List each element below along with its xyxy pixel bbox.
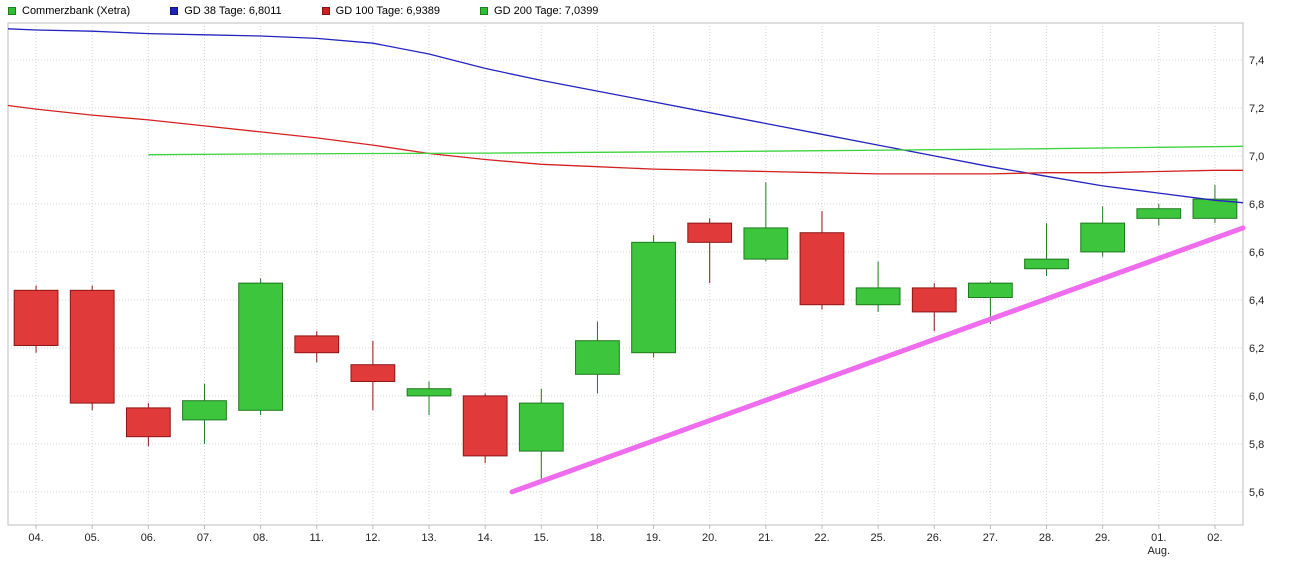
candle-down	[462, 395, 508, 457]
y-axis-label: 5,6	[1249, 487, 1264, 499]
x-axis-label: 14.	[478, 532, 493, 544]
x-axis-label: 04.	[28, 532, 43, 544]
y-axis-label: 7,4	[1249, 55, 1264, 67]
candle-up	[518, 402, 564, 452]
x-axis-label: 22.	[814, 532, 829, 544]
gd-38-tage-line	[7, 28, 1244, 204]
candle-up	[743, 227, 789, 260]
x-axis-month-label: Aug.	[1147, 545, 1170, 557]
x-axis-label: 25.	[870, 532, 885, 544]
candle-up	[1024, 258, 1069, 270]
x-axis-label: 15.	[534, 532, 549, 544]
x-axis-label: 27.	[983, 532, 998, 544]
gd100-series-swatch-icon	[321, 7, 330, 15]
x-axis-label: 02.	[1207, 532, 1222, 544]
x-axis-label: 06.	[141, 532, 156, 544]
y-axis-label: 6,8	[1249, 199, 1264, 211]
y-axis-label: 6,6	[1249, 247, 1264, 259]
price-series-swatch-icon	[8, 7, 16, 15]
x-axis-label: 12.	[365, 532, 380, 544]
x-axis-label: 19.	[646, 532, 661, 544]
candle-down	[687, 222, 733, 243]
x-axis-label: 29.	[1095, 532, 1110, 544]
x-axis-label: 18.	[590, 532, 605, 544]
trend-line	[509, 225, 1246, 495]
y-axis-label: 6,2	[1249, 343, 1264, 355]
y-axis-label: 7,0	[1249, 151, 1264, 163]
legend-item-price: Commerzbank (Xetra)	[8, 5, 130, 17]
candle-up	[575, 340, 620, 375]
legend-item-gd38: GD 38 Tage: 6,8011	[170, 5, 282, 17]
candle-up	[406, 388, 452, 397]
y-axis-label: 7,2	[1249, 103, 1264, 115]
candle-up	[238, 282, 284, 411]
x-axis-label: 13.	[421, 532, 436, 544]
candle-up	[855, 287, 901, 306]
candle-down	[125, 407, 171, 438]
candle-up	[631, 241, 676, 354]
chart-legend: Commerzbank (Xetra) GD 38 Tage: 6,8011 G…	[8, 5, 638, 17]
x-axis-label: 26.	[927, 532, 942, 544]
legend-item-gd200: GD 200 Tage: 7,0399	[480, 5, 598, 17]
x-axis-label: 21.	[758, 532, 773, 544]
y-axis-label: 5,8	[1249, 439, 1264, 451]
candle-up	[182, 400, 227, 421]
x-axis-label: 01.	[1151, 532, 1166, 544]
candle-up	[1136, 208, 1182, 219]
legend-label-price: Commerzbank (Xetra)	[22, 5, 131, 17]
candle-down	[294, 335, 340, 354]
x-axis-label: 11.	[310, 532, 324, 544]
y-axis-label: 6,4	[1249, 295, 1264, 307]
legend-label-gd100: GD 100 Tage: 6,9389	[335, 5, 441, 17]
legend-label-gd38: GD 38 Tage: 6,8011	[184, 5, 282, 17]
legend-item-gd100: GD 100 Tage: 6,9389	[321, 5, 441, 17]
candle-down	[13, 289, 59, 347]
gd38-series-swatch-icon	[170, 7, 179, 15]
candle-up	[1192, 198, 1238, 219]
candle-down	[350, 364, 396, 383]
candle-down	[799, 232, 845, 306]
y-axis-label: 6,0	[1249, 391, 1264, 403]
x-axis-label: 07.	[197, 532, 212, 544]
candle-down	[69, 289, 115, 404]
plot-area	[7, 22, 1244, 526]
gd-200-tage-line	[148, 145, 1244, 156]
x-axis-label: 08.	[253, 532, 268, 544]
x-axis-label: 28.	[1039, 532, 1054, 544]
candle-up	[967, 282, 1013, 299]
candle-down	[911, 287, 957, 313]
candle-up	[1080, 222, 1126, 253]
legend-label-gd200: GD 200 Tage: 7,0399	[494, 5, 599, 17]
gd-100-tage-line	[7, 104, 1243, 175]
gd200-series-swatch-icon	[480, 7, 489, 15]
x-axis-label: 20.	[702, 532, 717, 544]
x-axis-label: 05.	[85, 532, 100, 544]
